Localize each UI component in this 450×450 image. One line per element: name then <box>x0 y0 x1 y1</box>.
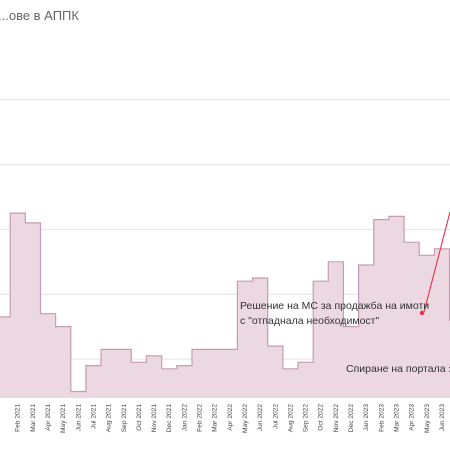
x-tick-label: Apr 2023 <box>409 404 416 431</box>
series-line <box>0 212 450 393</box>
x-tick-label: Jan 2022 <box>181 404 188 431</box>
x-tick-label: Jun 2022 <box>257 404 264 431</box>
annotation-sale-decision-line2: с "отпаднала необходимост" <box>240 315 379 327</box>
x-tick-label: Apr 2021 <box>45 404 52 431</box>
x-tick-label: Aug 2022 <box>287 404 294 433</box>
x-tick-label: Aug 2021 <box>106 404 113 433</box>
x-tick-label: Apr 2022 <box>227 404 234 431</box>
x-axis-ticks: Feb 2021 Mar 2021 Apr 2021 May 2021 Jun 2021… <box>15 404 446 433</box>
x-tick-label: May 2021 <box>60 404 67 433</box>
x-tick-label: Feb 2021 <box>15 404 22 432</box>
x-tick-label: Nov 2022 <box>333 404 340 433</box>
annotation-marker <box>419 310 425 316</box>
x-tick-label: Mar 2023 <box>394 404 401 432</box>
annotation-leader-line <box>423 211 450 313</box>
x-tick-label: May 2023 <box>424 404 431 433</box>
x-tick-label: Feb 2022 <box>197 404 204 432</box>
x-tick-label: Jan 2023 <box>363 404 370 431</box>
x-tick-label: Oct 2022 <box>318 404 325 431</box>
x-tick-label: May 2022 <box>242 404 249 433</box>
x-tick-label: Sep 2022 <box>303 404 310 433</box>
x-tick-label: Jul 2022 <box>272 404 279 429</box>
x-tick-label: Feb 2023 <box>378 404 385 432</box>
x-tick-label: Jun 2023 <box>439 404 446 431</box>
x-tick-label: Dec 2022 <box>348 404 355 433</box>
x-tick-label: Mar 2022 <box>212 404 219 432</box>
annotation-portal-stop: Спиране на портала за <box>346 363 450 375</box>
x-tick-label: Dec 2021 <box>166 404 173 433</box>
x-tick-label: Jul 2021 <box>91 404 98 429</box>
x-tick-label: Sep 2021 <box>121 404 128 433</box>
chart-title: ...ове в АППК <box>0 8 79 23</box>
series-area <box>0 213 450 398</box>
x-tick-label: Jun 2021 <box>75 404 82 431</box>
x-tick-label: Nov 2021 <box>151 404 158 433</box>
annotation-sale-decision-line1: Решение на МС за продажба на имоти <box>240 300 429 312</box>
x-tick-label: Mar 2021 <box>30 404 37 432</box>
x-tick-label: Oct 2021 <box>136 404 143 431</box>
